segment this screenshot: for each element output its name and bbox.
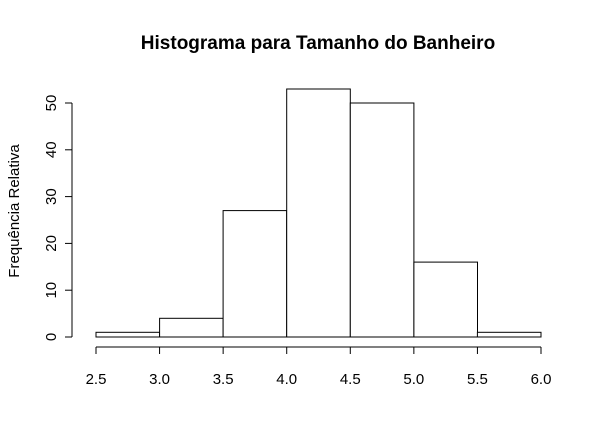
bars-group xyxy=(95,88,542,338)
y-tick-label-5: 50 xyxy=(43,95,60,112)
y-tick-label-2: 20 xyxy=(43,235,60,252)
x-tick-label-4: 4.5 xyxy=(340,371,361,388)
chart-title: Histograma para Tamanho do Banheiro xyxy=(141,33,495,54)
y-tick-label-3: 30 xyxy=(43,188,60,205)
x-axis: 2.5 3.0 3.5 4.0 4.5 5.0 5.5 6.0 xyxy=(86,346,552,388)
histogram-bar-5 xyxy=(413,261,478,338)
y-tick-label-0: 0 xyxy=(43,333,60,341)
histogram-bar-2 xyxy=(222,210,288,338)
x-tick-label-7: 6.0 xyxy=(531,371,552,388)
histogram-bar-3 xyxy=(286,88,351,338)
histogram-bar-4 xyxy=(349,102,415,338)
histogram-bar-6 xyxy=(476,331,542,338)
histogram-bar-1 xyxy=(159,317,224,338)
histogram-bar-0 xyxy=(95,331,161,338)
y-tick-label-4: 40 xyxy=(43,141,60,158)
x-tick-label-5: 5.0 xyxy=(403,371,424,388)
x-tick-label-6: 5.5 xyxy=(467,371,488,388)
y-tick-label-1: 10 xyxy=(43,282,60,299)
x-tick-label-2: 3.5 xyxy=(213,371,234,388)
y-axis-label: Frequência Relativa xyxy=(6,144,23,278)
x-tick-label-0: 2.5 xyxy=(86,371,107,388)
y-axis: 0 10 20 30 40 50 xyxy=(43,95,73,341)
x-tick-label-3: 4.0 xyxy=(276,371,297,388)
x-tick-label-1: 3.0 xyxy=(149,371,170,388)
